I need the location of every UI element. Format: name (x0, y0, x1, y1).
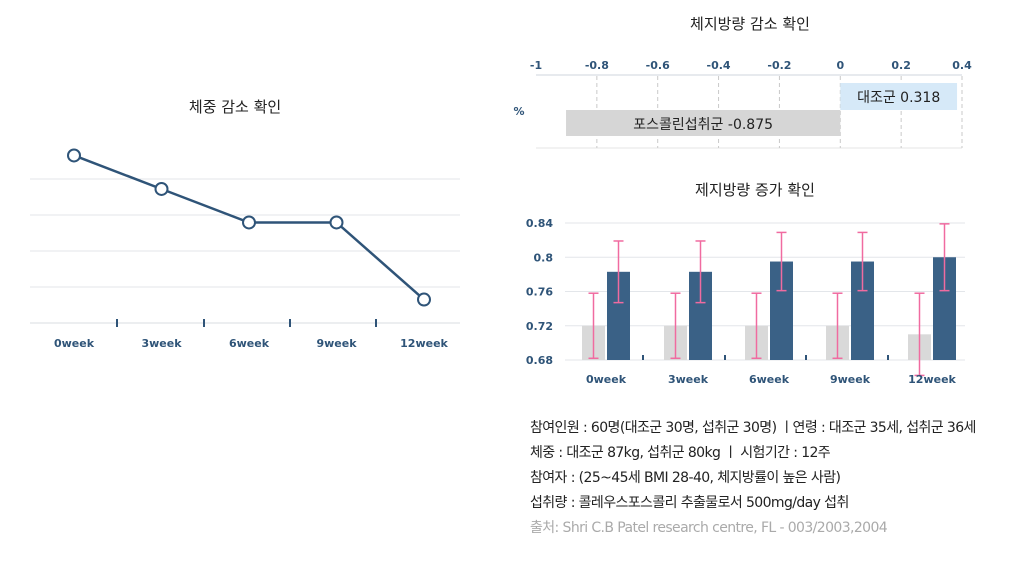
hbar-x-tick-label: -0.6 (646, 59, 670, 72)
info-subjects: 참여자 : (25~45세 BMI 28-40, 체지방률이 높은 사람) (530, 470, 841, 486)
vbar-y-tick-label: 0.84 (526, 217, 553, 230)
forskolin-bar-label: 포스콜린섭취군 -0.875 (633, 117, 773, 133)
weight-point (154, 181, 169, 196)
hbar-y-label: % (513, 105, 524, 118)
info-source: 출처: Shri C.B Patel research centre, FL -… (530, 520, 888, 536)
info-weight-period: 체중 : 대조군 87kg, 섭취군 80kg ㅣ 시험기간 : 12주 (530, 445, 831, 461)
study-info: 참여인원 : 60명(대조군 30명, 섭취군 30명) ㅣ연령 : 대조군 3… (530, 416, 976, 541)
vbar-x-tick-label: 3week (668, 373, 709, 386)
treatment-bar (851, 261, 874, 360)
info-participants: 참여인원 : 60명(대조군 30명, 섭취군 30명) ㅣ연령 : 대조군 3… (530, 420, 976, 436)
hbar-x-tick-label: -1 (530, 59, 542, 72)
weight-chart-title: 체중 감소 확인 (188, 98, 282, 116)
hbar-x-tick-label: 0.4 (952, 59, 972, 72)
control-bar-label: 대조군 0.318 (857, 90, 940, 106)
vbar-x-tick-label: 9week (830, 373, 871, 386)
control-bar (840, 83, 958, 110)
hbar-x-tick-label: 0 (836, 59, 844, 72)
vbar-y-tick-label: 0.72 (526, 320, 553, 333)
hbar-x-tick-label: -0.4 (707, 59, 731, 72)
line-x-tick-label: 12week (400, 337, 448, 350)
line-x-tick-label: 3week (141, 337, 182, 350)
hbar-x-tick-label: 0.2 (891, 59, 911, 72)
vbar-x-tick-label: 12week (908, 373, 956, 386)
lean-bar-chart: 0.84 0.8 0.76 0.72 0.68 0week 3week 6week 9week 1… (526, 217, 965, 386)
treatment-bar (689, 271, 712, 360)
weight-point (329, 215, 344, 230)
line-x-tick-label: 6week (229, 337, 270, 350)
vbar-y-tick-label: 0.68 (526, 354, 553, 367)
weight-line-chart: 0week 3week 6week 9week 12week (30, 148, 460, 350)
vbar-x-tick-label: 0week (586, 373, 627, 386)
hbar-x-tick-label: -0.2 (767, 59, 791, 72)
hbar-x-tick-label: -0.8 (585, 59, 609, 72)
fat-hbar-chart: -1 -0.8 -0.6 -0.4 -0.2 0 0.2 0.4% 대조군 0.318 포스콜린섭… (513, 59, 972, 149)
treatment-bar (933, 257, 956, 360)
weight-point (242, 215, 256, 230)
fat-chart-title: 체지방량 감소 확인 (690, 15, 810, 33)
forskolin-bar (566, 110, 841, 136)
weight-point (67, 148, 81, 163)
treatment-bar (607, 271, 630, 360)
info-intake: 섭취량 : 콜레우스포스콜리 추출물로서 500mg/day 섭취 (530, 495, 849, 511)
vbar-y-tick-label: 0.76 (526, 286, 553, 299)
treatment-bar (770, 261, 793, 360)
vbar-x-tick-label: 6week (749, 373, 790, 386)
lean-chart-title: 제지방량 증가 확인 (695, 181, 815, 199)
weight-point (417, 292, 431, 307)
vbar-y-tick-label: 0.8 (534, 251, 554, 264)
line-x-tick-label: 0week (54, 337, 95, 350)
line-x-tick-label: 9week (316, 337, 357, 350)
